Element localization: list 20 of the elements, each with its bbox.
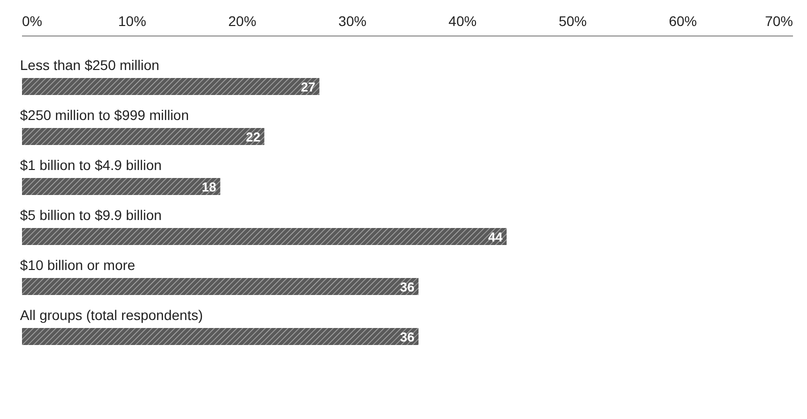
y-tick-label: $250 million to $999 million xyxy=(20,107,189,123)
data-label: 18 xyxy=(202,180,216,194)
x-tick-label: 70% xyxy=(764,13,793,29)
data-label: 22 xyxy=(246,130,260,144)
x-tick-label: 10% xyxy=(118,13,146,29)
x-tick-label: 20% xyxy=(228,13,256,29)
y-tick-label: $5 billion to $9.9 billion xyxy=(20,207,162,223)
y-tick-label: Less than $250 million xyxy=(20,57,160,73)
data-label: 36 xyxy=(400,330,415,344)
x-tick-label: 0% xyxy=(22,13,42,29)
y-tick-label: $1 billion to $4.9 billion xyxy=(20,157,162,173)
y-tick-label: $10 billion or more xyxy=(20,257,136,273)
data-label: 27 xyxy=(300,80,316,94)
data-label: 36 xyxy=(400,280,415,294)
x-tick-label: 60% xyxy=(668,13,697,29)
x-tick-label: 30% xyxy=(338,13,366,29)
x-tick-label: 50% xyxy=(558,13,587,29)
y-tick-label: All groups (total respondents) xyxy=(20,307,203,323)
x-tick-label: 40% xyxy=(448,13,477,29)
data-label: 44 xyxy=(488,230,504,244)
